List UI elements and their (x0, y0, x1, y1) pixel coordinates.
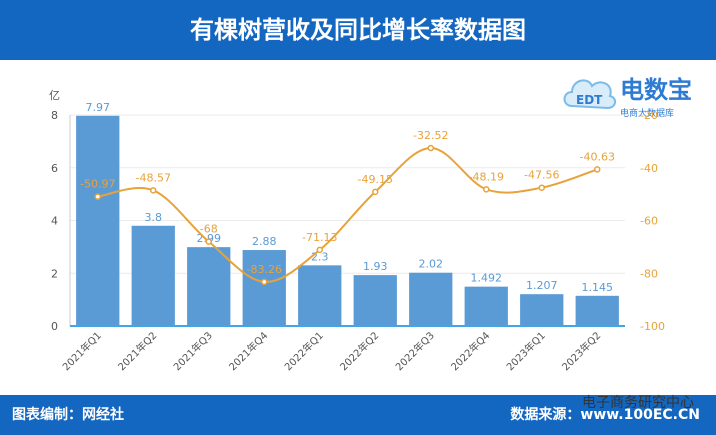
bar-value-label: 2.88 (252, 235, 277, 248)
growth-rate-point (594, 166, 601, 173)
revenue-bar (298, 265, 342, 326)
growth-value-label: -50.97 (80, 178, 115, 191)
logo-sub-text: 电商大数据库 (620, 109, 675, 119)
bar-value-label: 3.8 (145, 211, 163, 224)
x-tick-label: 2022年Q4 (448, 329, 492, 373)
y2-tick-label: -40 (640, 162, 658, 175)
page-title: 有棵树营收及同比增长率数据图 (190, 16, 526, 44)
x-tick-label: 2021年Q1 (60, 329, 104, 373)
growth-value-label: -49.15 (358, 173, 393, 186)
y2-tick-label: -80 (640, 267, 658, 280)
growth-rate-point (483, 186, 490, 193)
growth-value-label: -68 (200, 223, 218, 236)
revenue-growth-chart: 02468亿-100-80-60-40-207.973.82.992.882.3… (49, 89, 665, 373)
growth-rate-point (372, 188, 379, 196)
growth-value-label: -32.52 (413, 129, 448, 142)
revenue-bar (353, 275, 397, 326)
y2-tick-label: -60 (640, 215, 658, 228)
logo-brand-text: 电数宝 (620, 76, 692, 104)
footer-bar: 图表编制：网经社 数据来源：www.100EC.CN (0, 395, 716, 435)
y-axis-unit: 亿 (49, 89, 60, 102)
bar-value-label: 7.97 (86, 101, 111, 114)
y2-tick-label: -20 (640, 109, 658, 122)
y-tick-label: 0 (51, 320, 58, 333)
x-tick-label: 2021年Q4 (226, 329, 270, 373)
x-tick-label: 2023年Q2 (559, 329, 603, 373)
growth-rate-point (427, 144, 434, 152)
y-tick-label: 8 (51, 109, 58, 122)
logo-badge: EDT (576, 93, 603, 107)
revenue-bar (131, 225, 175, 326)
bar-value-label: 1.93 (363, 260, 388, 273)
footer-credit: 图表编制：网经社 (12, 407, 124, 423)
growth-rate-point (538, 184, 545, 191)
y-tick-label: 4 (51, 215, 58, 228)
bar-value-label: 1.145 (582, 281, 614, 294)
y-tick-label: 6 (51, 162, 58, 175)
x-tick-label: 2021年Q3 (171, 329, 215, 373)
growth-value-label: -40.63 (580, 150, 615, 163)
revenue-bar (187, 247, 231, 326)
bar-value-label: 1.492 (471, 272, 503, 285)
growth-value-label: -83.26 (247, 263, 282, 276)
y2-tick-label: -100 (640, 320, 665, 333)
x-tick-label: 2022年Q3 (393, 329, 437, 373)
growth-value-label: -48.19 (469, 170, 504, 183)
brand-logo: EDT 电数宝 电商大数据库 (560, 62, 700, 124)
x-tick-label: 2021年Q2 (115, 329, 159, 373)
growth-rate-point (94, 193, 101, 200)
growth-rate-line (97, 147, 598, 283)
growth-rate-point (261, 278, 268, 286)
growth-value-label: -48.57 (136, 171, 171, 184)
header-bar (0, 0, 716, 60)
wechat-watermark: 电子商务研究中心 (582, 395, 694, 411)
y-tick-label: 2 (51, 267, 58, 280)
cloud-icon: EDT (563, 79, 616, 110)
x-tick-label: 2022年Q2 (337, 329, 381, 373)
bar-value-label: 2.02 (419, 258, 444, 271)
revenue-bar (464, 286, 508, 326)
growth-value-label: -47.56 (524, 169, 559, 182)
x-tick-label: 2023年Q1 (504, 329, 548, 373)
growth-rate-point (316, 246, 323, 254)
revenue-bar (520, 294, 564, 326)
growth-rate-point (150, 187, 157, 194)
revenue-bar (76, 115, 120, 326)
revenue-bar (409, 272, 453, 326)
revenue-bar (242, 250, 286, 326)
revenue-bar (575, 295, 619, 326)
growth-value-label: -71.13 (302, 231, 337, 244)
bar-value-label: 1.207 (526, 279, 558, 292)
x-tick-label: 2022年Q1 (282, 329, 326, 373)
growth-rate-point (205, 238, 212, 245)
footer-source: 数据来源：www.100EC.CN (510, 407, 700, 423)
